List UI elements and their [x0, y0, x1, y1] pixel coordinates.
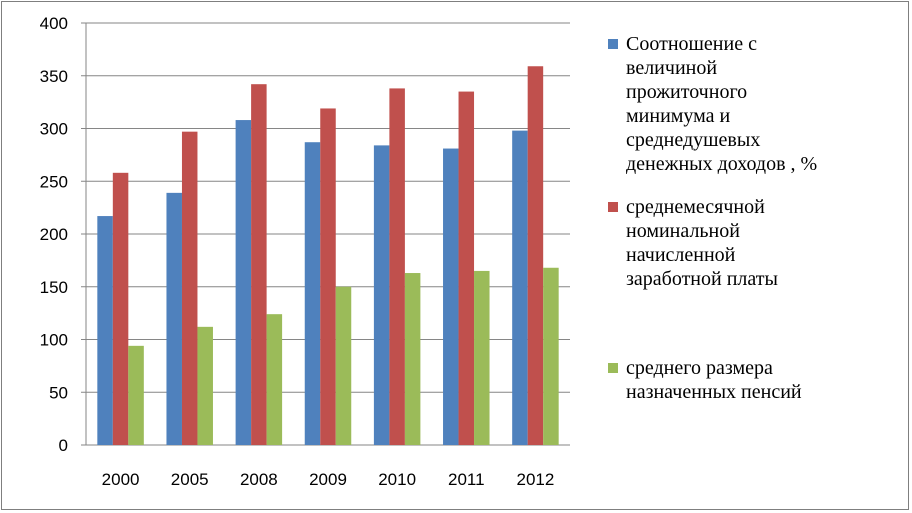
- y-tick-label: 100: [40, 331, 68, 350]
- x-tick-label: 2005: [171, 470, 209, 489]
- bar-2005-series-1: [166, 192, 182, 445]
- bar-2012-series-1: [512, 130, 528, 446]
- bar-2012-series-3: [543, 267, 559, 445]
- bar-2010-series-2: [389, 88, 405, 445]
- x-tick-label: 2010: [378, 470, 416, 489]
- x-tick-label: 2000: [102, 470, 140, 489]
- x-tick-label: 2012: [517, 470, 555, 489]
- legend-item-income-ratio: Соотношение с величиной прожиточного мин…: [608, 32, 901, 176]
- bar-2010-series-1: [373, 145, 390, 445]
- legend-item-pension: среднего размера назначенных пенсий: [608, 356, 901, 404]
- bar-2000-series-3: [128, 345, 144, 445]
- bar-2009-series-3: [335, 286, 352, 445]
- x-tick-label: 2008: [240, 470, 278, 489]
- bar-2008-series-2: [251, 84, 267, 445]
- bar-2011-series-2: [458, 91, 475, 445]
- y-tick-label: 0: [59, 436, 68, 455]
- bar-2012-series-2: [527, 66, 544, 445]
- bar-2005-series-2: [181, 131, 198, 446]
- x-tick-label: 2011: [448, 470, 485, 489]
- x-tick-label: 2009: [309, 470, 347, 489]
- legend-swatch-blue: [608, 39, 618, 49]
- bar-2009-series-1: [304, 142, 321, 445]
- y-tick-label: 200: [40, 225, 68, 244]
- bar-2011-series-1: [443, 148, 459, 446]
- y-tick-label: 150: [40, 278, 68, 297]
- bar-2005-series-3: [197, 326, 213, 445]
- bar-2009-series-2: [320, 108, 336, 445]
- bar-2010-series-3: [404, 273, 421, 445]
- bars: [97, 66, 559, 446]
- legend-label: среднего размера назначенных пенсий: [626, 357, 802, 403]
- legend-swatch-green: [608, 363, 618, 373]
- y-axis-ticks: 0 50 100 150 200 250 300 350 400: [40, 14, 68, 455]
- bar-2008-series-3: [266, 314, 283, 445]
- x-axis-ticks: 2000 2005 2008 2009 2010 2011 2012: [102, 470, 555, 489]
- y-tick-label: 250: [40, 172, 68, 191]
- y-tick-label: 300: [40, 120, 68, 139]
- bar-2000-series-1: [97, 216, 113, 445]
- y-tick-label: 50: [49, 383, 68, 402]
- y-tick-label: 400: [40, 14, 68, 33]
- bar-2000-series-2: [112, 172, 129, 445]
- legend-label: среднемесячной номинальной начисленной з…: [626, 196, 778, 290]
- legend-item-wage: среднемесячной номинальной начисленной з…: [608, 195, 901, 291]
- bar-2008-series-1: [235, 120, 252, 445]
- y-tick-label: 350: [40, 67, 68, 86]
- legend-swatch-red: [608, 202, 618, 212]
- bar-2011-series-3: [474, 270, 490, 445]
- legend-label: Соотношение с величиной прожиточного мин…: [626, 33, 818, 175]
